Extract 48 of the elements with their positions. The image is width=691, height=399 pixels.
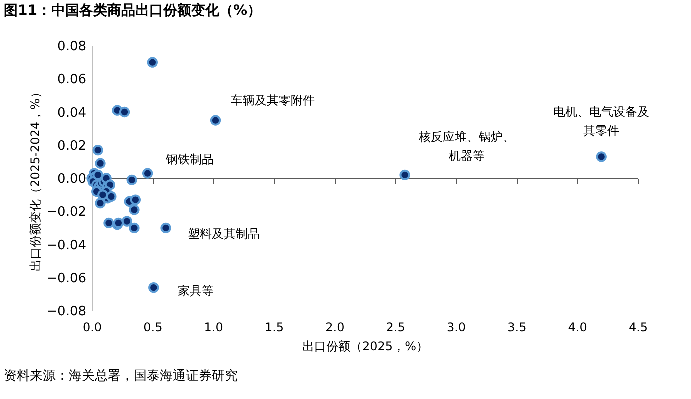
point	[98, 190, 108, 200]
y-tick-label: 0.00	[58, 172, 86, 187]
point	[104, 218, 114, 229]
y-tick-label: 0.02	[58, 138, 86, 154]
point	[126, 174, 138, 186]
point	[106, 191, 117, 202]
point	[210, 115, 222, 126]
x-tick-label: 4.0	[568, 320, 588, 334]
point	[119, 106, 130, 118]
y-tick-label: 0.04	[58, 106, 86, 121]
annotation: 钢铁制品	[164, 152, 214, 167]
point	[122, 216, 133, 227]
annotation: 家具等	[178, 284, 214, 298]
point	[400, 170, 410, 181]
point	[95, 198, 106, 209]
point	[130, 194, 142, 206]
y-tick-label: −0.08	[46, 304, 86, 320]
x-tick-label: 2.0	[326, 320, 345, 334]
x-tick-label: 3.0	[446, 320, 466, 334]
point	[147, 57, 158, 68]
y-axis-title: 出口份额变化（2025-2024，%）	[28, 86, 43, 272]
y-tick-label: −0.06	[46, 271, 86, 286]
x-tick-label: 4.5	[628, 320, 648, 334]
annotation: 电机、电气设备及其零件	[554, 104, 650, 138]
x-tick-label: 3.5	[508, 320, 527, 334]
annotation: 塑料及其制品	[188, 227, 260, 242]
y-tick-label: −0.02	[46, 205, 86, 220]
y-tick-label: −0.04	[46, 238, 86, 254]
point	[129, 204, 140, 216]
point	[95, 158, 106, 169]
x-axis-title: 出口份额（2025，%）	[302, 340, 428, 354]
annotation: 核反应堆、锅炉、机器等	[418, 130, 516, 164]
annotation: 车辆及其零附件	[230, 94, 315, 108]
point	[160, 222, 172, 234]
x-tick-label: 0.5	[144, 320, 163, 334]
point	[148, 282, 160, 294]
y-tick-label: 0.08	[58, 40, 86, 54]
x-tick-label: 1.5	[264, 320, 284, 334]
point	[92, 145, 104, 156]
x-tick-label: 0.0	[82, 320, 102, 334]
x-tick-label: 1.0	[204, 320, 224, 334]
point	[129, 222, 140, 234]
chart-title: 图11：中国各类商品出口份额变化（%）	[4, 2, 262, 19]
y-tick-label: 0.06	[58, 72, 86, 88]
point	[142, 168, 154, 179]
x-tick-label: 2.5	[386, 320, 406, 334]
text: 资料来源：海关总署，国泰海通证券研究	[4, 369, 238, 384]
point	[596, 152, 607, 162]
